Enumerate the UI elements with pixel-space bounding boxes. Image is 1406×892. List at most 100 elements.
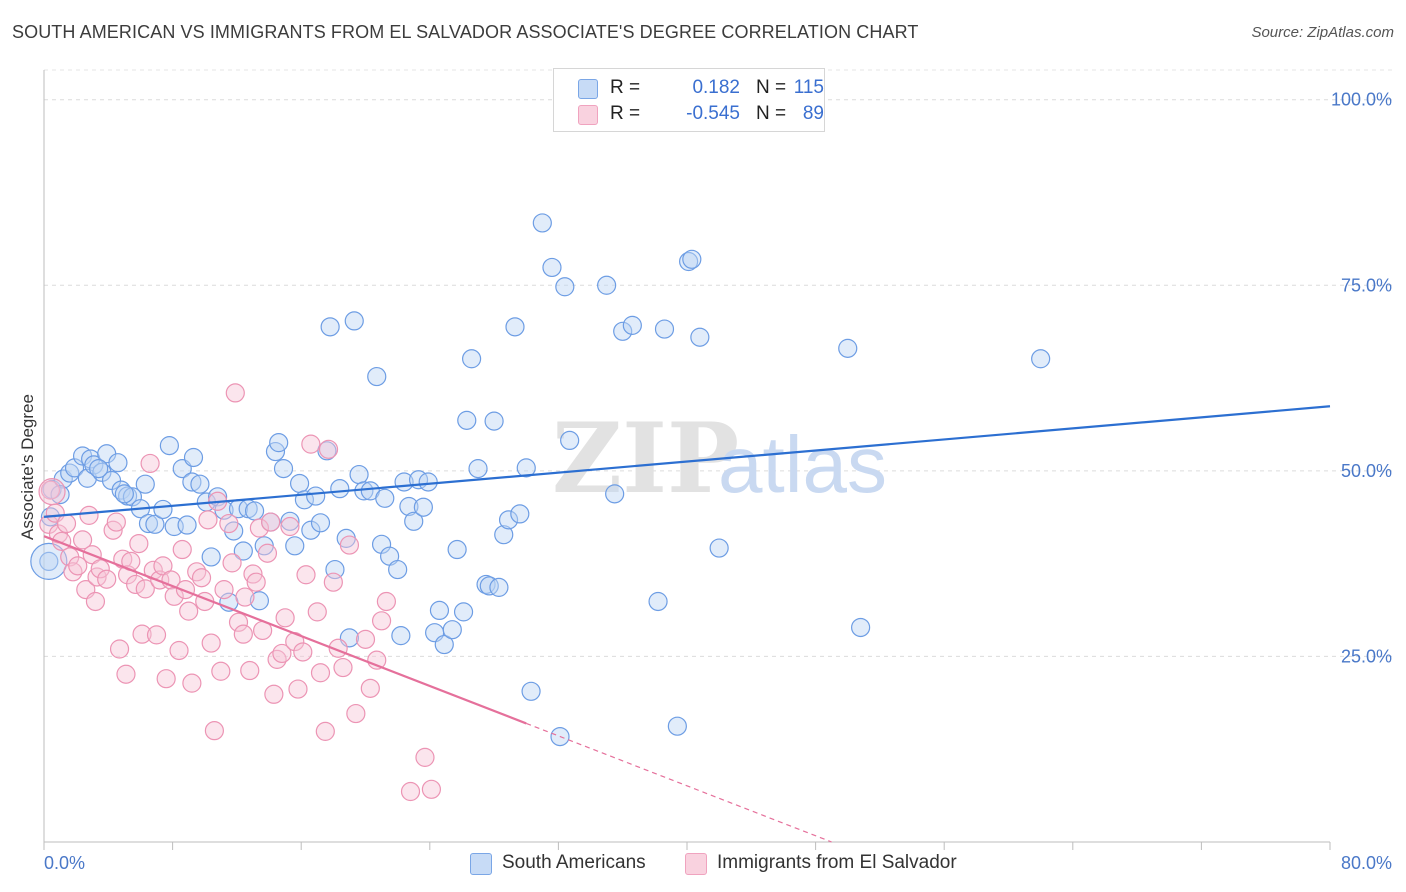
series-legend: South Americans Immigrants from El Salva… <box>0 852 1406 878</box>
y-tick-label: 100.0% <box>1331 90 1392 110</box>
y-tick-label: 50.0% <box>1341 461 1392 481</box>
point-el-salvador <box>310 663 331 683</box>
point-south-americans <box>249 591 270 611</box>
x-tick-label: 80.0% <box>1341 853 1392 873</box>
point-south-americans <box>532 213 552 233</box>
point-south-americans <box>367 366 387 387</box>
point-south-americans <box>605 484 625 504</box>
point-south-americans <box>838 338 858 358</box>
point-el-salvador <box>175 580 196 600</box>
point-el-salvador <box>280 516 300 537</box>
point-south-americans <box>682 249 702 269</box>
point-south-americans <box>560 430 580 451</box>
point-el-salvador <box>225 383 245 403</box>
point-el-salvador <box>116 664 136 684</box>
point-el-salvador <box>109 639 130 659</box>
point-el-salvador <box>201 633 221 653</box>
point-el-salvador <box>318 439 339 459</box>
point-el-salvador <box>222 553 242 573</box>
point-el-salvador <box>293 642 313 662</box>
point-south-americans <box>542 257 562 278</box>
point-el-salvador <box>307 602 327 622</box>
point-el-salvador <box>182 673 202 693</box>
point-el-salvador <box>198 510 218 530</box>
point-south-americans <box>648 591 668 612</box>
point-south-americans <box>468 459 488 479</box>
point-el-salvador <box>228 612 249 632</box>
source-note: Source: ZipAtlas.com <box>1251 24 1394 41</box>
chart-title: SOUTH AMERICAN VS IMMIGRANTS FROM EL SAL… <box>12 22 919 42</box>
point-el-salvador <box>90 559 110 579</box>
point-south-americans <box>114 484 134 504</box>
point-el-salvador <box>191 568 212 588</box>
trend-lines <box>43 405 1331 843</box>
point-south-americans <box>269 433 289 453</box>
point-el-salvador <box>132 624 152 644</box>
legend-r-label: R = <box>610 103 641 124</box>
point-el-salvador <box>376 591 396 612</box>
point-south-americans <box>391 626 411 646</box>
trend-line-el-salvador-extension <box>526 722 832 843</box>
point-el-salvador <box>323 572 343 592</box>
point-south-americans <box>182 472 202 492</box>
point-south-americans <box>1031 349 1051 369</box>
point-el-salvador <box>272 643 292 664</box>
legend-label: South Americans <box>502 852 646 873</box>
watermark: ZIP atlas <box>552 402 887 515</box>
point-south-americans <box>349 464 369 485</box>
point-el-salvador <box>135 579 155 599</box>
point-south-americans <box>273 459 294 479</box>
point-south-americans <box>516 458 536 478</box>
point-el-salvador <box>339 535 360 555</box>
y-axis-label: Associate's Degree <box>18 394 37 540</box>
point-south-americans <box>709 538 729 558</box>
point-south-americans <box>690 327 710 347</box>
point-south-americans <box>479 576 499 596</box>
point-south-americans <box>388 559 408 580</box>
point-el-salvador <box>146 625 167 645</box>
x-tick-label: 0.0% <box>44 853 85 873</box>
point-south-americans <box>39 551 59 572</box>
point-south-americans <box>597 275 617 295</box>
point-el-salvador-large <box>38 478 66 506</box>
point-south-americans <box>413 497 433 517</box>
point-south-americans <box>654 319 675 339</box>
point-el-salvador <box>360 678 380 698</box>
point-south-americans <box>453 602 474 622</box>
point-south-americans <box>505 317 525 337</box>
point-el-salvador <box>355 629 376 649</box>
legend-label: Immigrants from El Salvador <box>717 852 957 873</box>
point-south-americans <box>510 504 530 524</box>
point-el-salvador <box>264 684 284 704</box>
point-el-salvador <box>233 624 253 644</box>
point-el-salvador <box>140 453 160 474</box>
point-el-salvador <box>257 543 278 563</box>
point-south-americans <box>447 539 467 560</box>
point-south-americans <box>289 473 310 494</box>
point-south-americans <box>484 411 504 431</box>
point-south-americans <box>244 501 265 521</box>
legend-r-value: -0.545 <box>686 103 740 124</box>
watermark-zip: ZIP <box>552 402 739 515</box>
legend-r-value: 0.182 <box>692 77 740 98</box>
tick-labels: 25.0% 50.0% 75.0% 100.0% 0.0% 80.0% <box>44 90 1392 873</box>
point-el-salvador <box>214 580 234 600</box>
trend-line-south-americans <box>43 405 1331 518</box>
point-el-salvador <box>235 587 255 607</box>
point-south-americans <box>153 499 173 520</box>
legend-n-value: 115 <box>793 77 824 98</box>
point-south-americans <box>285 536 305 556</box>
y-tick-label: 25.0% <box>1341 646 1392 666</box>
point-el-salvador <box>113 549 133 569</box>
point-south-americans <box>320 317 340 337</box>
point-south-americans <box>89 459 109 479</box>
point-south-americans <box>489 577 509 597</box>
point-south-americans <box>375 488 395 508</box>
correlation-legend: R = 0.182 N = 115 R = -0.545 N = 89 <box>553 68 825 132</box>
point-el-salvador <box>40 480 61 500</box>
point-south-americans <box>399 496 419 517</box>
point-south-americans <box>280 511 300 531</box>
point-el-salvador <box>129 533 149 554</box>
legend-swatch-pink <box>685 853 707 875</box>
